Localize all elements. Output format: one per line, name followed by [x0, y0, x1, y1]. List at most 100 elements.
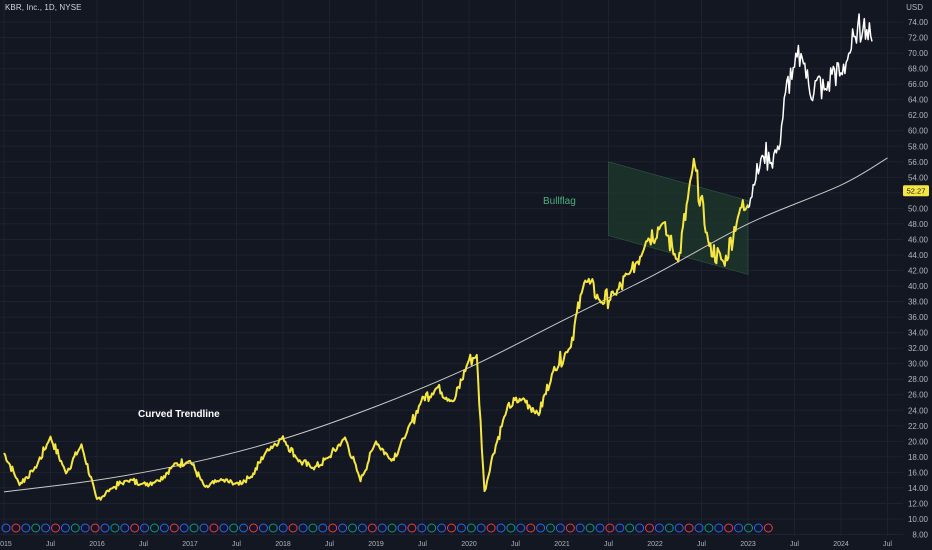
earnings-marker — [565, 523, 575, 533]
earnings-marker — [625, 523, 635, 533]
price-axis[interactable]: 8.00 10.00 12.00 14.00 16.00 18.00 20.00 22.00 2… — [908, 18, 929, 539]
price-tick-label: 66.00 — [908, 80, 929, 89]
earnings-marker — [189, 523, 199, 533]
earnings-marker — [476, 523, 486, 533]
earnings-marker — [585, 523, 595, 533]
earnings-marker — [110, 523, 120, 533]
time-tick-label: 2018 — [275, 541, 291, 548]
earnings-marker — [268, 523, 278, 533]
bullflag-label: Bullflag — [543, 196, 576, 207]
time-tick-label: 2021 — [554, 541, 570, 548]
symbol-title[interactable]: KBR, Inc., 1D, NYSE — [5, 3, 82, 12]
earnings-marker — [496, 523, 506, 533]
earnings-marker — [546, 523, 555, 533]
price-tick-label: 32.00 — [908, 344, 929, 353]
time-tick-label: Jul — [883, 541, 892, 548]
earnings-marker — [318, 523, 328, 533]
earnings-marker — [21, 523, 31, 533]
earnings-marker — [219, 523, 229, 533]
earnings-marker — [258, 523, 268, 533]
time-tick-label: 2020 — [461, 541, 477, 548]
price-tick-label: 20.00 — [908, 437, 929, 446]
earnings-marker — [159, 523, 169, 533]
price-series-layer — [3, 13, 873, 501]
earnings-marker — [70, 523, 80, 533]
earnings-marker — [1, 523, 11, 533]
earnings-marker — [100, 523, 110, 533]
earnings-markers — [1, 523, 773, 533]
time-tick-label: 2024 — [833, 541, 849, 548]
earnings-marker — [80, 523, 90, 533]
curved-trendline-layer — [3, 157, 888, 493]
earnings-marker — [516, 523, 526, 533]
price-tick-label: 28.00 — [908, 375, 929, 384]
earnings-marker — [684, 523, 694, 533]
earnings-marker — [31, 523, 41, 533]
price-tick-label: 64.00 — [908, 96, 929, 105]
earnings-marker — [704, 523, 714, 533]
curved-trendline-label: Curved Trendline — [138, 409, 220, 420]
earnings-marker — [90, 523, 100, 533]
earnings-marker — [664, 523, 674, 533]
earnings-marker — [724, 523, 734, 533]
chart-grid — [0, 0, 903, 536]
earnings-marker — [645, 523, 654, 533]
price-tick-label: 8.00 — [912, 531, 928, 540]
earnings-marker — [357, 523, 367, 533]
price-tick-label: 34.00 — [908, 329, 929, 338]
price-tick-label: 30.00 — [908, 360, 929, 369]
earnings-marker — [120, 523, 130, 533]
price-tick-label: 70.00 — [908, 49, 929, 58]
earnings-marker — [417, 523, 427, 533]
time-tick-label: 2019 — [368, 541, 384, 548]
time-axis[interactable]: 2015 Jul 2016 Jul 2017 Jul 2018 Jul 2019 Jul 2020 J… — [0, 541, 892, 548]
curved-trendline — [3, 157, 888, 493]
earnings-marker — [466, 523, 476, 533]
earnings-marker — [506, 523, 516, 533]
price-tick-label: 56.00 — [908, 158, 929, 167]
earnings-marker — [367, 523, 377, 533]
current-price-badge: 52.27 — [903, 185, 929, 197]
price-tick-label: 42.00 — [908, 267, 929, 276]
price-tick-label: 22.00 — [908, 422, 929, 431]
earnings-marker — [60, 523, 70, 533]
earnings-marker — [397, 523, 407, 533]
earnings-marker — [308, 523, 318, 533]
earnings-marker — [753, 523, 763, 533]
time-tick-label: Jul — [418, 541, 427, 548]
price-tick-label: 18.00 — [908, 453, 929, 462]
earnings-marker — [249, 523, 258, 533]
earnings-marker — [179, 523, 189, 533]
time-tick-label: 2016 — [89, 541, 105, 548]
earnings-marker — [486, 523, 496, 533]
price-line-white — [747, 13, 873, 209]
earnings-marker — [437, 523, 447, 533]
earnings-marker — [536, 523, 546, 533]
earnings-marker — [407, 523, 417, 533]
earnings-marker — [338, 523, 348, 533]
time-tick-label: Jul — [139, 541, 148, 548]
time-tick-label: Jul — [604, 541, 613, 548]
price-tick-label: 24.00 — [908, 406, 929, 415]
earnings-marker — [199, 523, 209, 533]
earnings-marker — [41, 523, 51, 533]
price-tick-label: 50.00 — [908, 204, 929, 213]
time-tick-label: Jul — [790, 541, 799, 548]
earnings-marker — [654, 523, 664, 533]
earnings-marker — [278, 523, 288, 533]
earnings-marker — [239, 523, 249, 533]
earnings-marker — [169, 523, 179, 533]
price-tick-label: 60.00 — [908, 127, 929, 136]
earnings-marker — [526, 523, 536, 533]
time-tick-label: Jul — [697, 541, 706, 548]
earnings-marker — [209, 523, 219, 533]
price-line-yellow — [3, 157, 749, 501]
earnings-marker — [575, 523, 585, 533]
earnings-marker — [387, 523, 397, 533]
price-tick-label: 44.00 — [908, 251, 929, 260]
time-tick-label: 2015 — [0, 541, 12, 548]
earnings-marker — [447, 523, 456, 533]
earnings-marker — [694, 523, 704, 533]
time-tick-label: Jul — [325, 541, 334, 548]
